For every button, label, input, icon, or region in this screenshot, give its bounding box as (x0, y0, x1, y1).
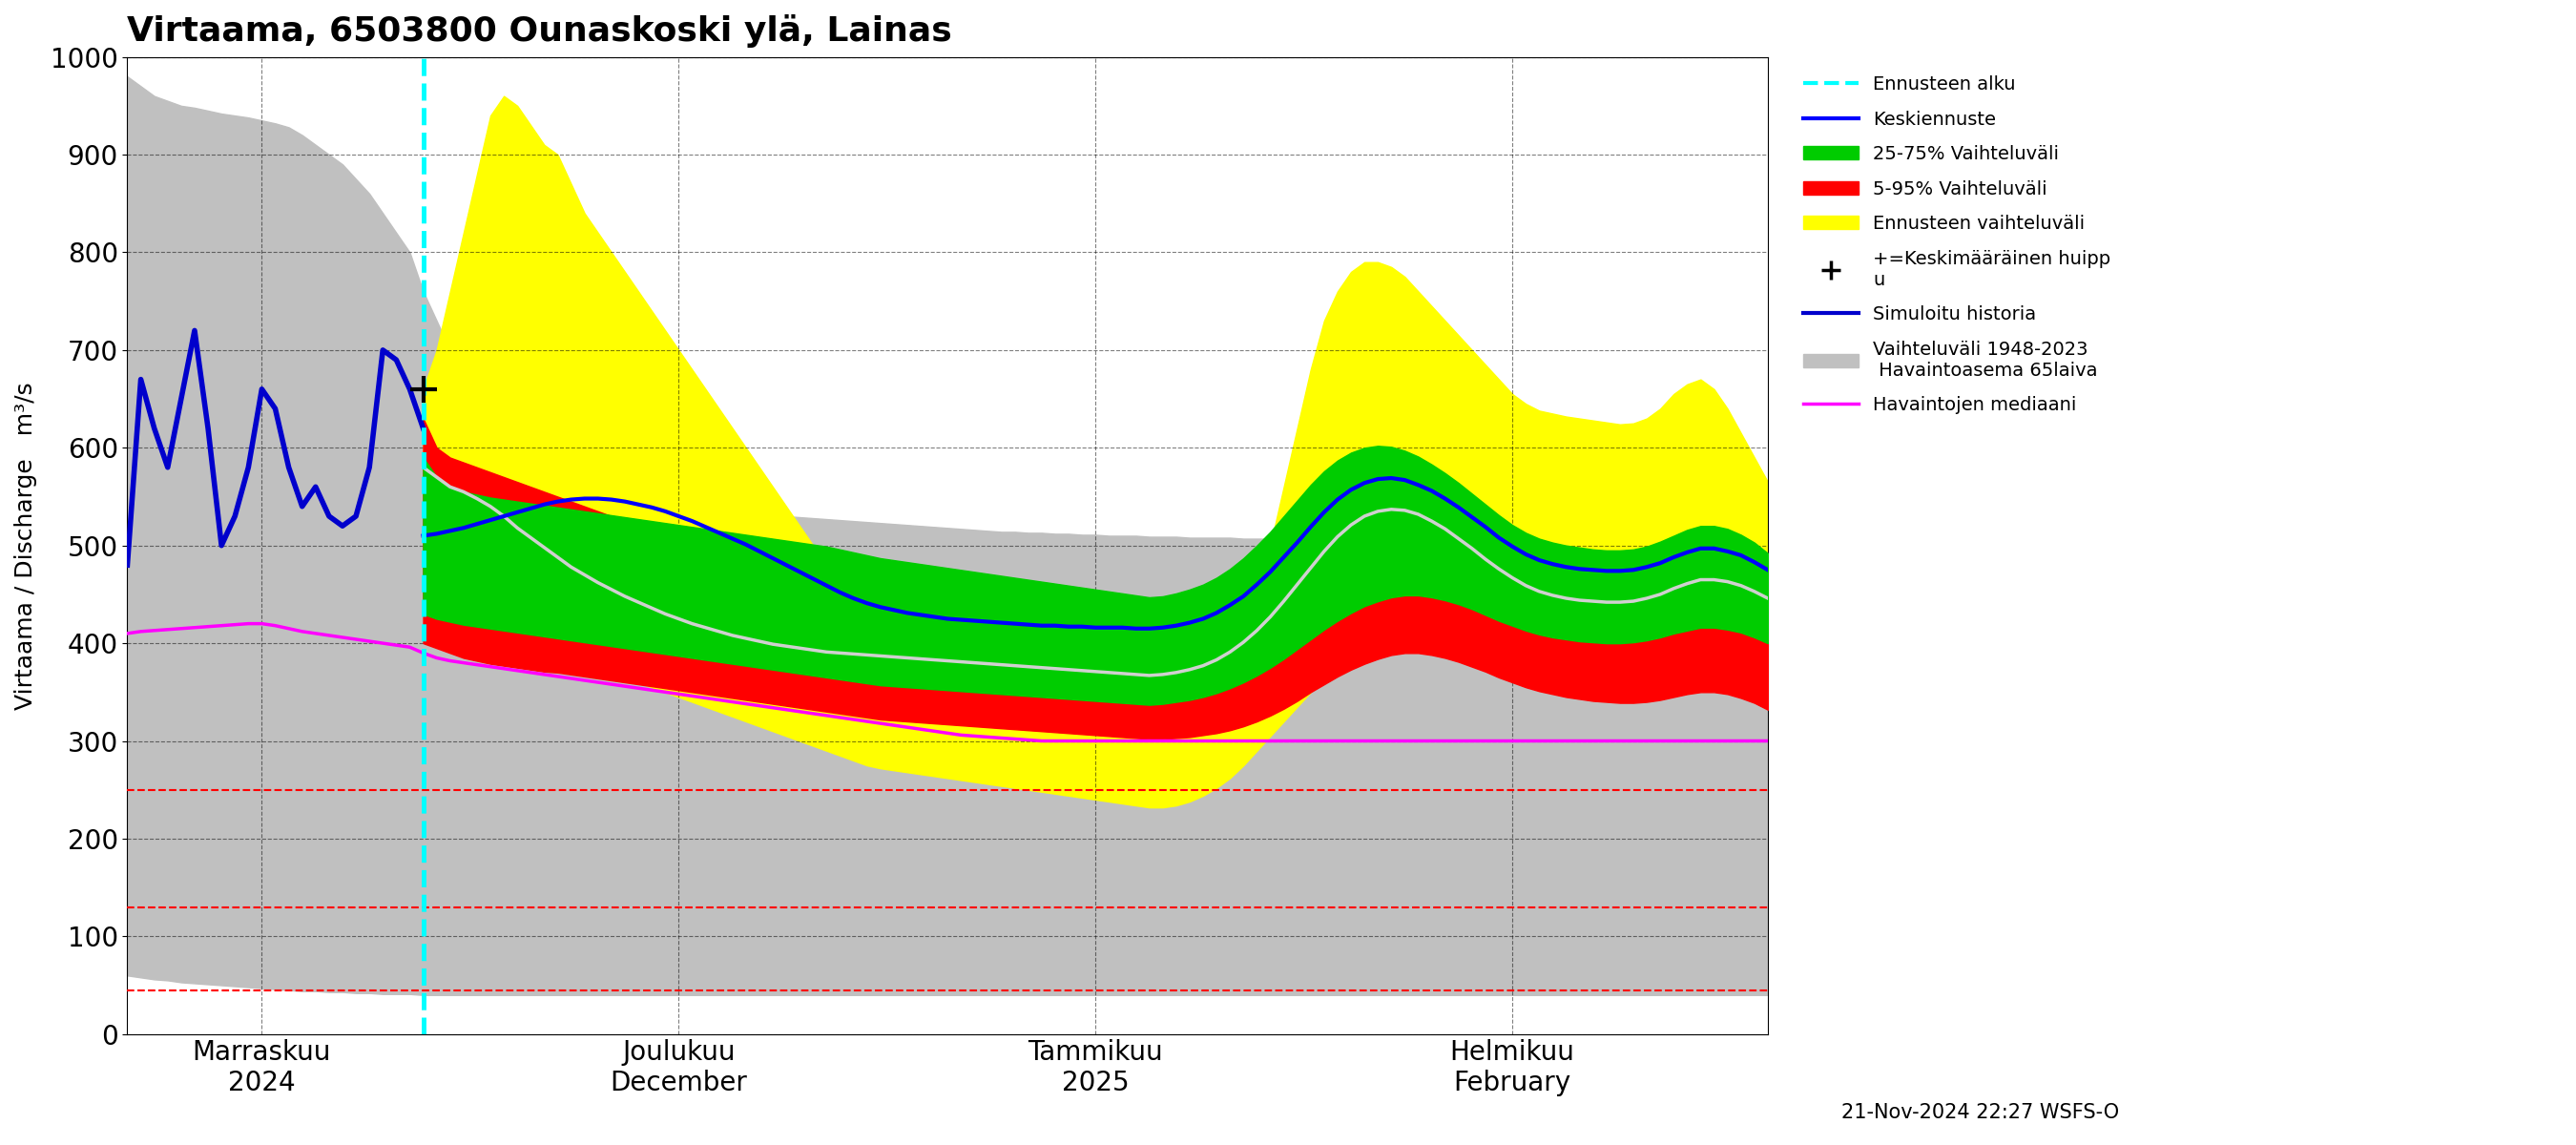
Text: Virtaama, 6503800 Ounaskoski ylä, Lainas: Virtaama, 6503800 Ounaskoski ylä, Lainas (126, 14, 953, 48)
Text: 21-Nov-2024 22:27 WSFS-O: 21-Nov-2024 22:27 WSFS-O (1842, 1103, 2120, 1122)
Legend: Ennusteen alku, Keskiennuste, 25-75% Vaihteluväli, 5-95% Vaihteluväli, Ennusteen: Ennusteen alku, Keskiennuste, 25-75% Vai… (1793, 66, 2120, 424)
Y-axis label: Virtaama / Discharge   m³/s: Virtaama / Discharge m³/s (15, 381, 36, 710)
